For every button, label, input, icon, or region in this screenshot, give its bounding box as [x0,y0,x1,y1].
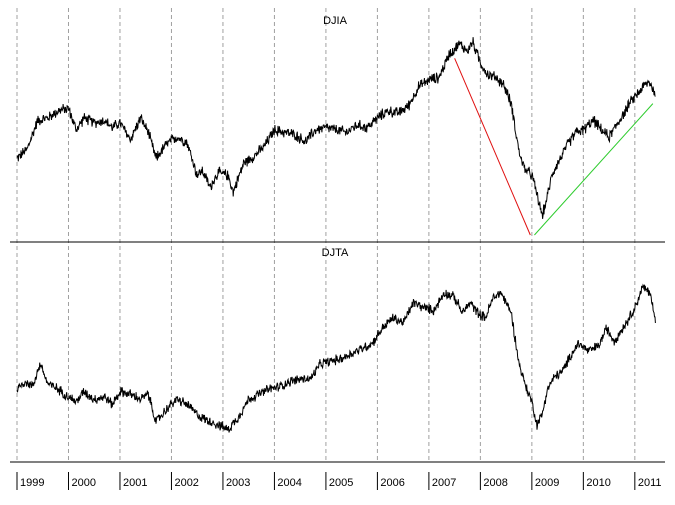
x-tick-label: 2010 [586,477,610,489]
x-tick-label: 2011 [638,477,662,489]
x-tick-label: 1999 [20,477,44,489]
x-tick-label: 2004 [277,477,301,489]
grid-lines [16,8,636,462]
chart-title-djta: DJTA [322,247,349,259]
x-tick-label: 2003 [226,477,250,489]
x-tick-label: 2005 [329,477,353,489]
djta-panel [16,283,656,433]
trendline-green [534,103,654,236]
trendline-red [454,58,531,236]
chart-title-djia: DJIA [323,15,348,27]
x-tick-label: 2002 [174,477,198,489]
x-tick-label: 2001 [123,477,147,489]
x-tick-label: 2000 [71,477,95,489]
djia-panel [16,37,656,236]
x-tick-label: 2009 [535,477,559,489]
x-axis-ticks: 1999 2000 2001 2002 2003 2004 2005 2006 2007 2008… [16,472,662,490]
panel-dividers [10,241,665,463]
x-tick-label: 2008 [483,477,507,489]
djta-series-line [16,283,656,433]
x-tick-label: 2006 [380,477,404,489]
x-tick-label: 2007 [432,477,456,489]
djia-series-line [16,37,656,219]
